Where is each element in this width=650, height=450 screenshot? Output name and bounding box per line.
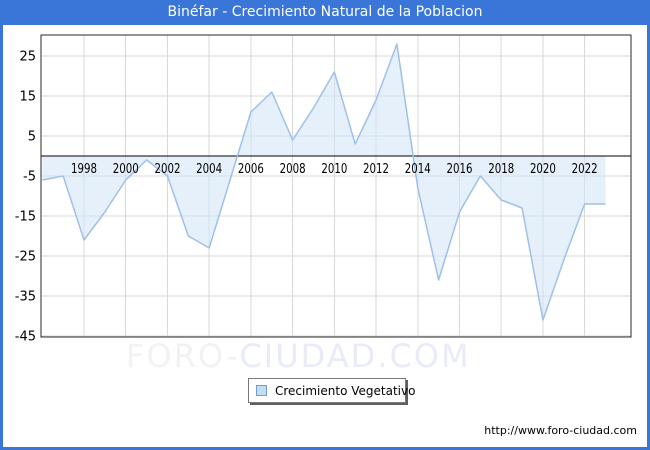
x-tick-label: 2000 [113,162,139,177]
y-tick-label: -35 [15,290,36,305]
y-tick-label: -5 [23,170,36,185]
y-tick-label: -45 [15,330,36,345]
legend-marker-icon [256,385,267,396]
y-tick-label: 25 [19,50,36,65]
x-tick-label: 2022 [572,162,598,177]
watermark-right: CIUDAD.COM [239,337,471,375]
y-tick-label: 15 [19,90,36,105]
x-tick-label: 1998 [71,162,97,177]
legend-label: Crecimiento Vegetativo [275,383,416,398]
y-tick-label: -25 [15,250,36,265]
watermark: FORO-CIUDAD.COM [126,337,471,375]
x-tick-label: 2008 [280,162,306,177]
x-tick-label: 2004 [196,162,222,177]
x-tick-label: 2006 [238,162,264,177]
legend-box: Crecimiento Vegetativo [248,378,415,403]
x-tick-label: 2020 [530,162,556,177]
watermark-left: FORO- [126,337,240,375]
x-tick-label: 2010 [321,162,347,177]
plot-frame [40,34,632,338]
footer-url[interactable]: http://www.foro-ciudad.com [484,424,637,437]
window-title: Binéfar - Crecimiento Natural de la Pobl… [167,4,483,20]
y-tick-label: -15 [15,210,36,225]
x-tick-label: 2018 [488,162,514,177]
x-tick-label: 2012 [363,162,389,177]
series-line [42,43,606,321]
y-tick-label: 5 [28,130,36,145]
y-axis-labels: 25 15 5 -5 -15 -25 -35 -45 [15,50,36,345]
x-tick-label: 2002 [154,162,180,177]
x-tick-label: 2016 [447,162,473,177]
x-axis-labels: 1998 2000 2002 2004 2006 2008 2010 2012 2014 2016… [71,162,598,177]
title-bar: Binéfar - Crecimiento Natural de la Pobl… [0,0,650,25]
series-area [42,44,606,320]
x-tick-label: 2014 [405,162,431,177]
